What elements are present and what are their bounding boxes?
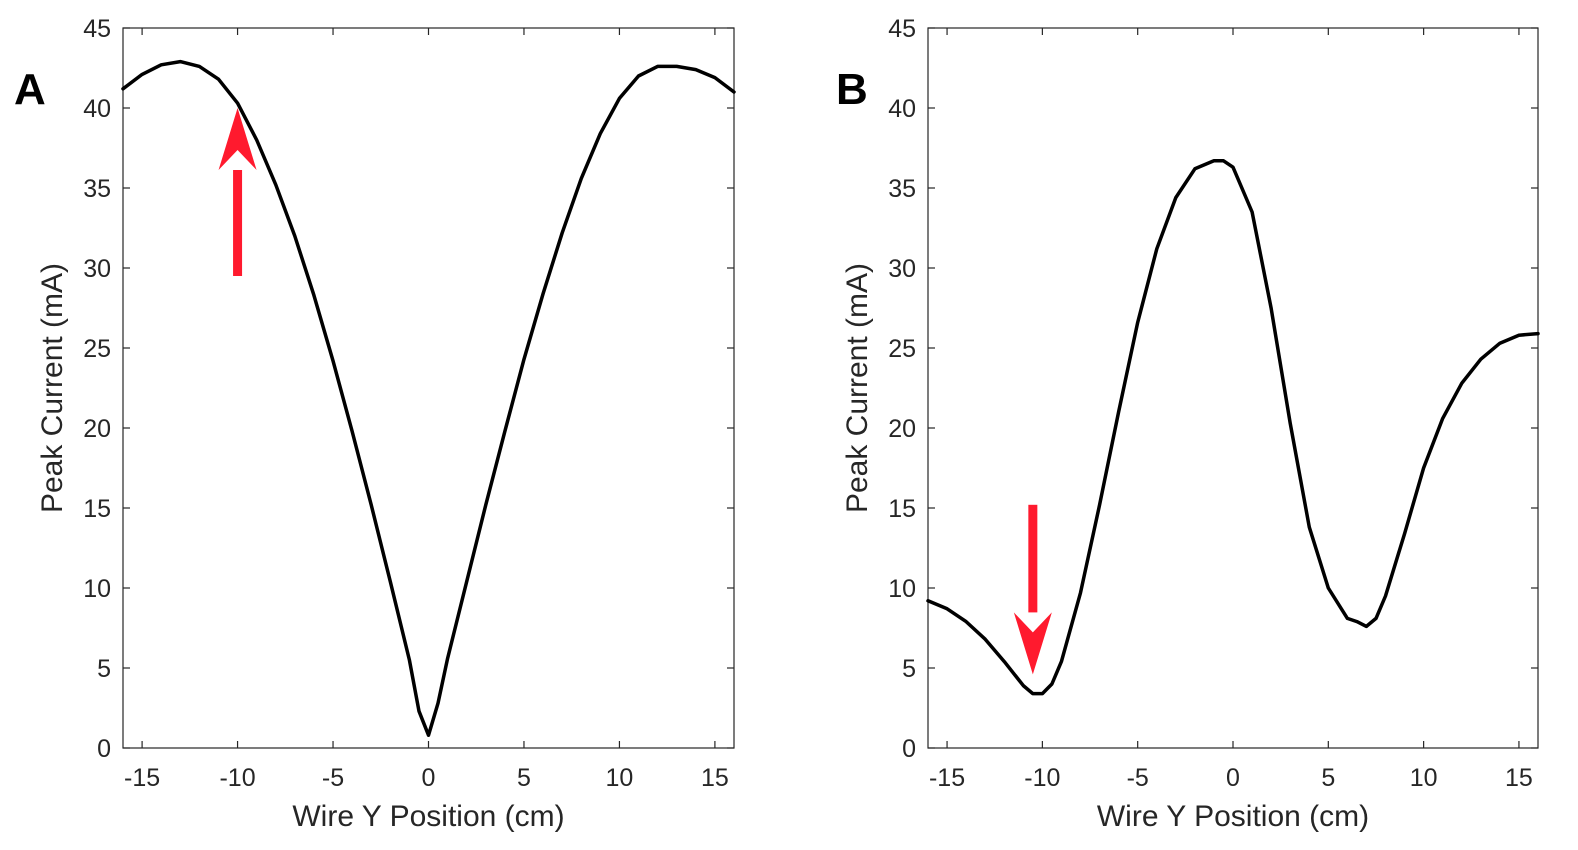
panel-a-x-tick-label: 5 xyxy=(517,764,531,792)
panel-a-x-tick-label: -15 xyxy=(124,764,160,792)
panel-b-y-tick-label: 40 xyxy=(888,95,916,123)
panel-b-red-arrow-down xyxy=(1013,504,1052,675)
panel-a-letter: A xyxy=(14,65,46,114)
panel-a-y-axis-label: Peak Current (mA) xyxy=(36,263,69,513)
panel-b-x-tick-label: 5 xyxy=(1321,764,1335,792)
panel-b-y-tick-label: 5 xyxy=(902,655,916,683)
panel-b-x-tick-label: -15 xyxy=(929,764,965,792)
panel-a-x-tick-label: -5 xyxy=(322,764,344,792)
panel-a-x-tick-label: 0 xyxy=(422,764,436,792)
panel-a-plot-frame xyxy=(122,27,735,749)
panel-b-y-tick-label: 35 xyxy=(888,175,916,203)
panel-b-y-tick-label: 30 xyxy=(888,255,916,283)
panel-a-red-arrow-up xyxy=(218,108,257,276)
panel-a-x-axis-label: Wire Y Position (cm) xyxy=(292,800,564,833)
panel-a-y-tick-label: 15 xyxy=(83,495,111,523)
panel-b-arrow-head xyxy=(1013,612,1052,675)
panel-a-x-tick-label: -10 xyxy=(219,764,255,792)
panel-a-y-tick-label: 20 xyxy=(83,415,111,443)
panel-a-series-line xyxy=(121,59,736,737)
panel-a-x-tick-label: 10 xyxy=(606,764,634,792)
panel-a-y-tick-label: 10 xyxy=(83,575,111,603)
panel-a-arrow-head xyxy=(218,108,257,170)
panel-b-arrow-shaft xyxy=(1028,504,1038,613)
panel-b-y-axis-label: Peak Current (mA) xyxy=(841,263,874,513)
panel-a-y-tick-label: 30 xyxy=(83,255,111,283)
panel-b-x-tick-label: -5 xyxy=(1127,764,1149,792)
panel-a-y-tick-label: 0 xyxy=(97,735,111,763)
panel-b-series-line xyxy=(926,159,1540,696)
panel-b-x-tick-label: 0 xyxy=(1226,764,1240,792)
panel-a-arrow-shaft xyxy=(233,170,243,276)
chart-panel-b: -15 -10 -5 0 5 10 15 0 5 10 15 20 25 30 35 40 45 Wire Y P… xyxy=(836,15,1540,833)
panel-b-plot-frame xyxy=(927,27,1539,749)
panel-b-x-tick-label: 15 xyxy=(1505,764,1533,792)
panel-b-x-axis-label: Wire Y Position (cm) xyxy=(1097,800,1369,833)
panel-b-x-tick-label: -10 xyxy=(1024,764,1060,792)
panel-b-y-tick-label: 10 xyxy=(888,575,916,603)
panel-a-y-tick-label: 25 xyxy=(83,335,111,363)
panel-a-x-tick-label: 15 xyxy=(701,764,729,792)
panel-a-y-tick-label: 5 xyxy=(97,655,111,683)
panel-b-letter: B xyxy=(836,65,868,114)
panel-a-y-tick-label: 45 xyxy=(83,15,111,43)
panel-b-y-tick-label: 20 xyxy=(888,415,916,443)
chart-panel-a: -15 -10 -5 0 5 10 15 0 5 10 15 20 25 30 35 40 45 Wire Y P… xyxy=(14,15,736,833)
panel-b-y-tick-label: 45 xyxy=(888,15,916,43)
panel-b-y-tick-label: 15 xyxy=(888,495,916,523)
panel-a-y-tick-label: 40 xyxy=(83,95,111,123)
panel-b-x-tick-label: 10 xyxy=(1410,764,1438,792)
panel-b-y-tick-label: 25 xyxy=(888,335,916,363)
panel-a-y-tick-label: 35 xyxy=(83,175,111,203)
panel-b-y-tick-label: 0 xyxy=(902,735,916,763)
